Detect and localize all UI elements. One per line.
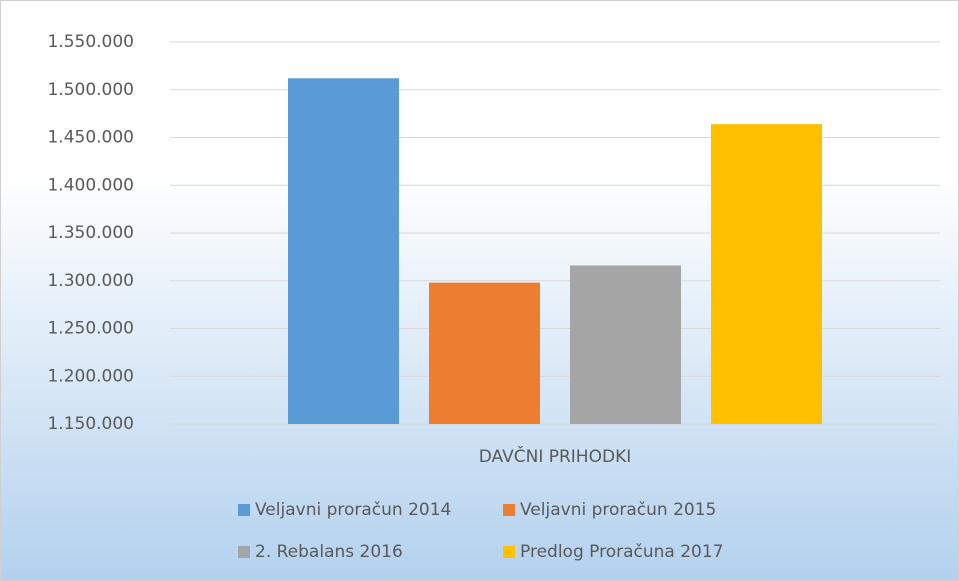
legend-label: 2. Rebalans 2016 [255, 542, 403, 562]
y-tick-label: 1.400.000 [47, 175, 134, 195]
bar [570, 265, 681, 424]
y-tick-label: 1.200.000 [47, 366, 134, 386]
legend-swatch [238, 546, 250, 558]
legend-label: Predlog Proračuna 2017 [520, 542, 724, 562]
legend-swatch [238, 504, 250, 516]
bar [711, 124, 822, 424]
y-tick-label: 1.150.000 [47, 414, 134, 434]
y-tick-label: 1.250.000 [47, 319, 134, 339]
legend-label: Veljavni proračun 2015 [520, 500, 716, 520]
legend-swatch [503, 546, 515, 558]
y-tick-label: 1.450.000 [47, 128, 134, 148]
y-tick-label: 1.350.000 [47, 223, 134, 243]
y-tick-label: 1.500.000 [47, 80, 134, 100]
x-tick-label: DAVČNI PRIHODKI [479, 445, 631, 467]
y-tick-label: 1.550.000 [47, 32, 134, 52]
legend-swatch [503, 504, 515, 516]
y-tick-label: 1.300.000 [47, 271, 134, 291]
bar [288, 78, 399, 424]
bar [429, 282, 540, 424]
legend-label: Veljavni proračun 2014 [255, 500, 451, 520]
